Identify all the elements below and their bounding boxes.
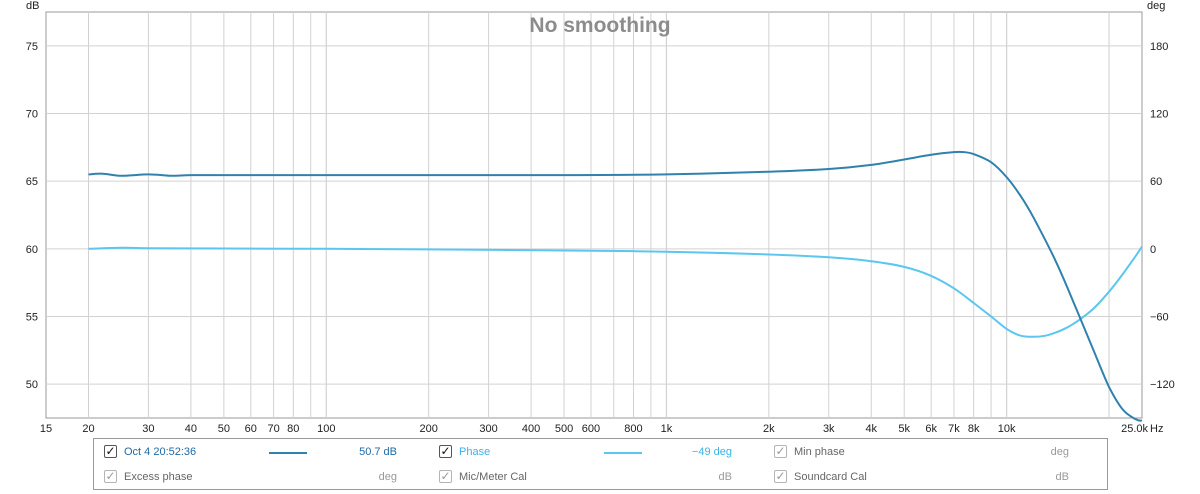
legend-label: Min phase (794, 446, 845, 458)
x-unit: Hz (1150, 423, 1163, 435)
x-tick-label: 10k (998, 423, 1016, 435)
legend-swatch (269, 452, 307, 454)
x-tick-label: 600 (582, 423, 600, 435)
x-tick-label: 3k (823, 423, 835, 435)
legend-item: ✓ Mic/Meter Cal dB (439, 467, 769, 489)
x-tick-label: 6k (925, 423, 937, 435)
y-right-tick-label: −60 (1150, 312, 1169, 324)
legend-label: Phase (459, 446, 491, 458)
legend-value: dB (1055, 471, 1069, 483)
legend-label: Oct 4 20:52:36 (124, 446, 197, 458)
legend-label: Mic/Meter Cal (459, 471, 527, 483)
x-tick-label: 40 (185, 423, 197, 435)
legend-item: ✓ Min phase deg (774, 442, 1104, 464)
x-tick-label: 1k (661, 423, 673, 435)
x-tick-label: 30 (142, 423, 154, 435)
x-tick-label: 8k (968, 423, 980, 435)
phase-series-line (88, 246, 1143, 338)
legend-panel: ✓ Oct 4 20:52:36 50.7 dB ✓ Phase −49 deg ✓ Min … (93, 438, 1108, 490)
y-left-tick-label: 50 (26, 379, 38, 391)
legend-item: ✓ Oct 4 20:52:36 50.7 dB (104, 442, 434, 464)
y-left-tick-label: 75 (26, 41, 38, 53)
legend-value: deg (378, 471, 397, 483)
x-tick-label: 20 (82, 423, 94, 435)
legend-swatch (604, 452, 642, 454)
legend-value: 50.7 dB (359, 446, 397, 458)
y-right-tick-label: 60 (1150, 176, 1162, 188)
legend-value: dB (718, 471, 732, 483)
chart-title: No smoothing (529, 14, 670, 37)
legend-row: ✓ Oct 4 20:52:36 50.7 dB ✓ Phase −49 deg ✓ Min … (94, 442, 1107, 464)
y-left-tick-label: 70 (26, 109, 38, 121)
legend-item: ✓ Excess phase deg (104, 467, 434, 489)
legend-value: deg (1050, 446, 1069, 458)
y-right-unit: deg (1147, 0, 1165, 12)
y-right-tick-label: −120 (1150, 379, 1175, 391)
y-left-tick-label: 65 (26, 176, 38, 188)
legend-checkbox[interactable]: ✓ (104, 469, 117, 483)
x-tick-label: 300 (479, 423, 497, 435)
y-right-tick-label: 120 (1150, 109, 1168, 121)
y-left-tick-label: 60 (26, 244, 38, 256)
x-tick-label: 100 (317, 423, 335, 435)
x-tick-label: 2k (763, 423, 775, 435)
legend-row: ✓ Excess phase deg ✓ Mic/Meter Cal dB ✓ Soundca… (94, 467, 1107, 489)
x-tick-label: 5k (898, 423, 910, 435)
x-tick-label: 4k (865, 423, 877, 435)
x-tick-label: 25.0k (1121, 423, 1148, 435)
plot-frame (45, 11, 1143, 419)
legend-checkbox[interactable]: ✓ (104, 444, 117, 458)
x-tick-label: 60 (245, 423, 257, 435)
x-tick-label: 500 (555, 423, 573, 435)
legend-checkbox[interactable]: ✓ (439, 444, 452, 458)
x-tick-label: 400 (522, 423, 540, 435)
y-left-tick-label: 55 (26, 312, 38, 324)
legend-checkbox[interactable]: ✓ (439, 469, 452, 483)
legend-label: Soundcard Cal (794, 471, 867, 483)
frequency-response-chart: 50 55 60 65 70 75 −120 −60 0 60 120 180 dB deg 15 20 30 4… (26, 0, 1175, 435)
x-tick-label: 200 (419, 423, 437, 435)
legend-checkbox[interactable]: ✓ (774, 469, 787, 483)
x-tick-label: 50 (218, 423, 230, 435)
legend-value: −49 deg (691, 446, 732, 458)
x-tick-label: 7k (948, 423, 960, 435)
y-right-tick-label: 180 (1150, 41, 1168, 53)
legend-item: ✓ Soundcard Cal dB (774, 467, 1104, 489)
x-tick-label: 70 (267, 423, 279, 435)
y-right-tick-label: 0 (1150, 244, 1156, 256)
legend-checkbox[interactable]: ✓ (774, 444, 787, 458)
y-left-unit: dB (26, 0, 39, 12)
legend-label: Excess phase (124, 471, 193, 483)
x-tick-label: 800 (624, 423, 642, 435)
legend-item: ✓ Phase −49 deg (439, 442, 769, 464)
x-tick-label: 80 (287, 423, 299, 435)
spl-series-line (88, 150, 1143, 422)
x-tick-label: 15 (40, 423, 52, 435)
